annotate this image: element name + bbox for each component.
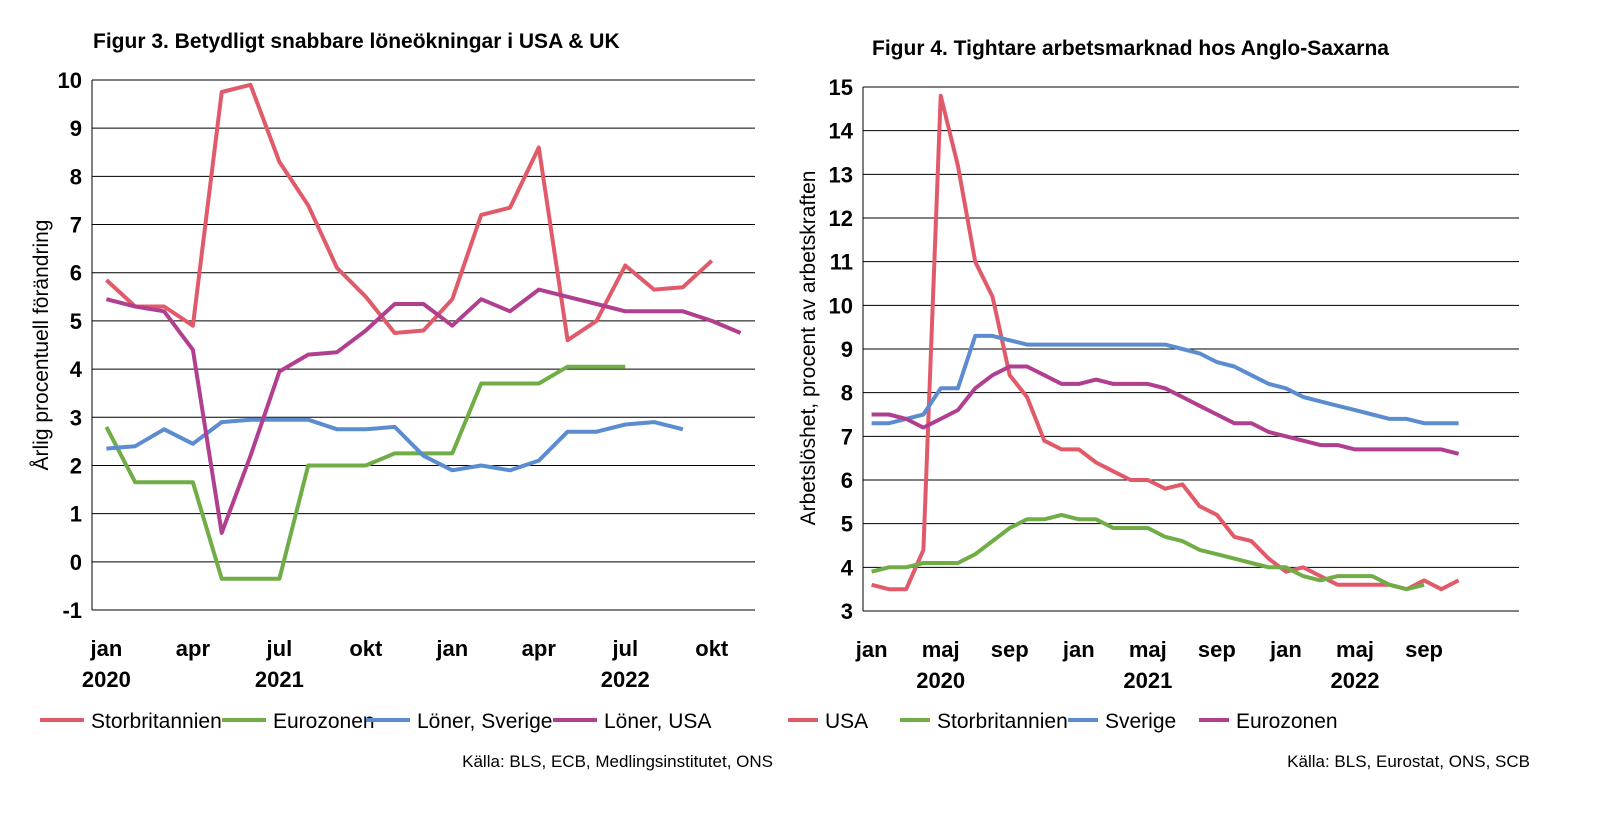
- y-tick-label: 14: [829, 119, 854, 144]
- x-tick-label: maj: [1129, 637, 1167, 662]
- y-axis-label: Arbetslöshet, procent av arbetskraften: [797, 171, 820, 526]
- y-tick-label: 15: [829, 75, 853, 100]
- series-line-eurozonen: [871, 364, 1460, 456]
- y-tick-label: 3: [841, 599, 853, 624]
- x-tick-label: sep: [1198, 637, 1236, 662]
- series-line-storbritannien: [105, 82, 714, 343]
- y-tick-label: 4: [70, 357, 83, 382]
- legend-label: Löner, Sverige: [417, 710, 552, 733]
- series-line-eurozonen: [104, 364, 626, 581]
- y-tick-label: 10: [829, 293, 853, 318]
- y-tick-label: 8: [841, 381, 853, 406]
- y-tick-label: 9: [70, 116, 82, 141]
- legend-label: Eurozonen: [1236, 710, 1338, 733]
- x-tick-label: maj: [1336, 637, 1374, 662]
- legend-label: Löner, USA: [604, 710, 711, 733]
- y-tick-label: 7: [70, 213, 82, 238]
- chart-title: Figur 4. Tightare arbetsmarknad hos Angl…: [872, 37, 1389, 60]
- year-label: 2021: [1123, 668, 1172, 693]
- x-tick-label: jan: [90, 636, 123, 661]
- year-label: 2022: [1331, 668, 1380, 693]
- y-tick-label: 10: [58, 68, 82, 93]
- legend-label: Eurozonen: [273, 710, 375, 733]
- chart-1: Figur 3. Betydligt snabbare löneökningar…: [30, 30, 773, 771]
- y-tick-label: 0: [70, 550, 82, 575]
- source-note: Källa: BLS, Eurostat, ONS, SCB: [1287, 752, 1530, 771]
- legend-label: USA: [825, 710, 868, 733]
- y-tick-label: 9: [841, 337, 853, 362]
- x-tick-label: jan: [1269, 637, 1302, 662]
- y-tick-label: 6: [70, 261, 82, 286]
- x-tick-label: okt: [695, 636, 729, 661]
- x-tick-label: jul: [266, 636, 293, 661]
- y-tick-label: 13: [829, 162, 853, 187]
- legend-label: Storbritannien: [91, 710, 222, 733]
- x-tick-label: okt: [349, 636, 383, 661]
- x-tick-label: apr: [522, 636, 557, 661]
- legend-label: Storbritannien: [937, 710, 1068, 733]
- chart-2: Figur 4. Tightare arbetsmarknad hos Angl…: [788, 37, 1530, 771]
- y-tick-label: -1: [62, 598, 82, 623]
- source-note: Källa: BLS, ECB, Medlingsinstitutet, ONS: [462, 752, 773, 771]
- series-line-sverige: [871, 333, 1459, 426]
- year-label: 2020: [82, 667, 131, 692]
- legend: USA Storbritannien Sverige Eurozonen: [788, 710, 1338, 733]
- y-tick-label: 5: [70, 309, 82, 334]
- y-tick-label: 8: [70, 164, 82, 189]
- y-tick-label: 3: [70, 405, 82, 430]
- y-tick-label: 6: [841, 468, 853, 493]
- y-tick-label: 1: [70, 502, 82, 527]
- x-tick-label: apr: [176, 636, 211, 661]
- year-label: 2021: [255, 667, 304, 692]
- chart-title: Figur 3. Betydligt snabbare löneökningar…: [93, 30, 620, 53]
- series-line-storbritannien: [871, 512, 1425, 592]
- year-label: 2020: [916, 668, 965, 693]
- y-tick-label: 7: [841, 424, 853, 449]
- y-tick-label: 11: [830, 250, 853, 275]
- legend-label: Sverige: [1105, 710, 1176, 733]
- year-label: 2022: [601, 667, 650, 692]
- series-line-löner-sverige: [106, 417, 684, 473]
- series-line-usa: [871, 93, 1460, 592]
- y-tick-label: 12: [829, 206, 853, 231]
- x-tick-label: jan: [435, 636, 468, 661]
- y-tick-label: 2: [70, 453, 82, 478]
- x-tick-label: maj: [922, 637, 960, 662]
- series-line-löner-usa: [105, 287, 742, 535]
- y-tick-label: 4: [841, 555, 854, 580]
- x-tick-label: jan: [855, 637, 888, 662]
- legend: Storbritannien Eurozonen Löner, Sverige Lön…: [40, 710, 711, 733]
- y-tick-label: 5: [841, 512, 853, 537]
- x-tick-label: jan: [1062, 637, 1095, 662]
- x-tick-label: jul: [611, 636, 638, 661]
- x-tick-label: sep: [1405, 637, 1443, 662]
- x-tick-label: sep: [991, 637, 1029, 662]
- y-axis-label: Årlig procentuell förändring: [30, 220, 53, 471]
